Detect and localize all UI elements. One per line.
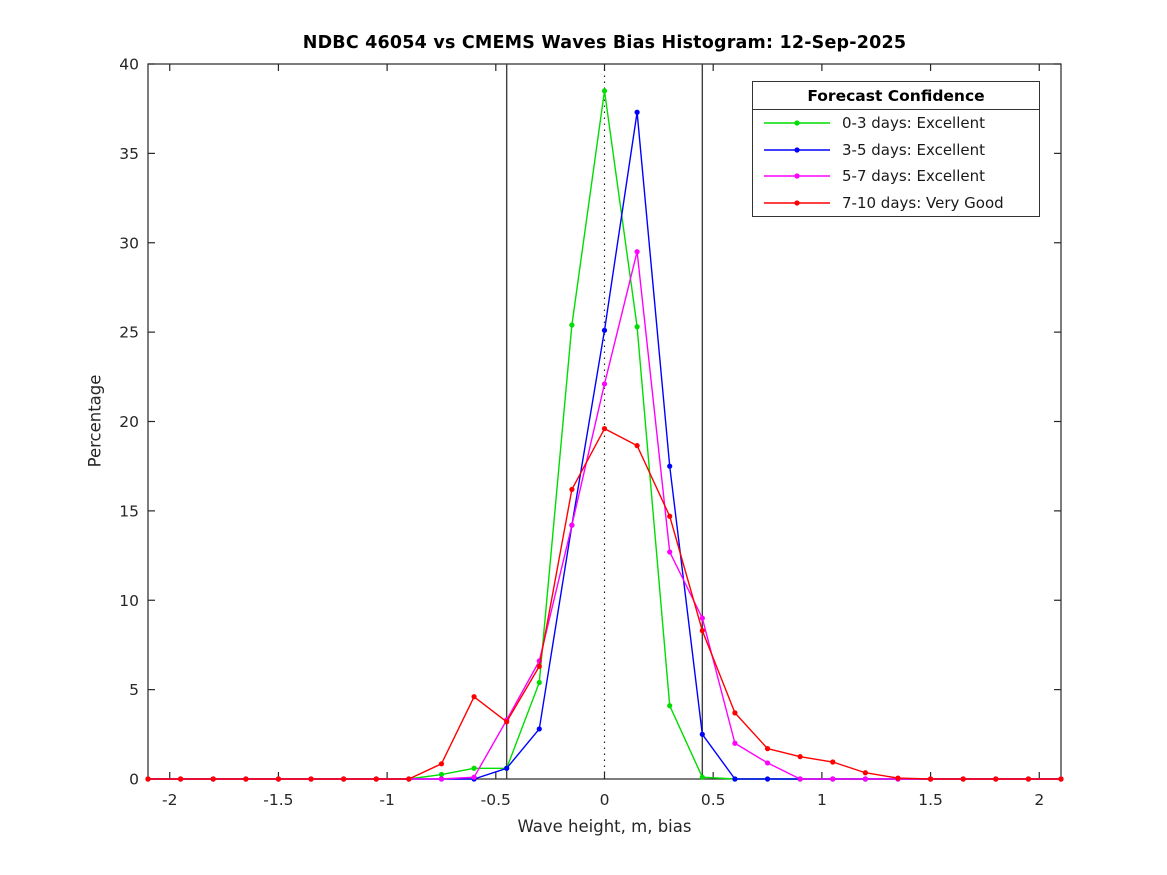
x-tick-label: 0 <box>600 791 610 809</box>
data-point-marker <box>504 719 510 725</box>
data-point-marker <box>667 513 673 519</box>
data-point-marker <box>634 109 640 115</box>
data-point-marker <box>471 765 477 771</box>
data-point-marker <box>601 381 608 387</box>
data-point-marker <box>634 324 640 330</box>
data-point-marker <box>471 774 477 780</box>
legend-item-label: 0-3 days: Excellent <box>842 114 986 133</box>
data-point-marker <box>145 776 151 782</box>
data-point-marker <box>830 776 836 782</box>
y-tick-label: 10 <box>119 592 139 610</box>
data-point-marker <box>1058 776 1064 782</box>
data-point-marker <box>438 771 445 778</box>
data-point-marker <box>569 486 575 493</box>
data-point-marker <box>862 770 868 776</box>
data-point-marker <box>667 703 673 709</box>
y-tick-label: 35 <box>119 145 139 163</box>
data-point-marker <box>210 776 216 782</box>
x-tick-label: -2 <box>162 791 177 809</box>
x-axis-label: Wave height, m, bias <box>517 817 692 836</box>
data-point-marker <box>764 746 771 752</box>
data-point-marker <box>667 463 673 469</box>
data-point-marker <box>895 775 901 781</box>
data-point-marker <box>569 322 575 328</box>
data-point-marker <box>797 754 803 760</box>
x-tick-label: -1 <box>379 791 394 809</box>
data-point-marker <box>341 776 347 782</box>
legend-item-label: 7-10 days: Very Good <box>842 193 1004 212</box>
data-point-marker <box>1025 776 1031 782</box>
data-point-marker <box>993 776 999 782</box>
legend-line-sample-icon <box>764 147 830 153</box>
data-point-marker <box>634 249 640 255</box>
y-tick-label: 15 <box>119 502 139 520</box>
data-point-marker <box>536 663 542 669</box>
data-point-marker <box>243 776 249 782</box>
data-point-marker <box>601 88 608 94</box>
data-point-marker <box>830 759 836 765</box>
data-point-marker <box>438 761 445 767</box>
legend-items: 0-3 days: Excellent 3-5 days: Excellent 5-… <box>753 110 1039 216</box>
y-axis-label: Percentage <box>85 374 105 468</box>
data-point-marker <box>732 776 738 782</box>
data-point-marker <box>634 443 640 449</box>
data-point-marker <box>536 726 542 732</box>
legend-item: 3-5 days: Excellent <box>753 137 1039 164</box>
data-point-marker <box>797 776 803 782</box>
data-point-marker <box>308 776 314 782</box>
y-tick-label: 25 <box>119 324 139 342</box>
legend-item: 5-7 days: Excellent <box>753 163 1039 190</box>
legend-item-label: 5-7 days: Excellent <box>842 167 986 186</box>
legend-line-sample-icon <box>764 200 830 206</box>
legend-title: Forecast Confidence <box>753 82 1039 110</box>
data-point-marker <box>471 694 477 700</box>
data-point-marker <box>178 776 184 782</box>
data-point-marker <box>960 776 966 782</box>
data-point-marker <box>601 426 608 432</box>
data-point-marker <box>699 615 705 621</box>
data-point-marker <box>601 327 608 333</box>
data-point-marker <box>764 776 771 782</box>
data-point-marker <box>699 774 705 780</box>
legend-item: 0-3 days: Excellent <box>753 110 1039 137</box>
legend-item: 7-10 days: Very Good <box>753 190 1039 217</box>
data-point-marker <box>927 776 934 782</box>
legend-line-sample-icon <box>764 173 830 179</box>
data-point-marker <box>764 760 771 766</box>
legend: Forecast Confidence 0-3 days: Excellent 3… <box>752 81 1040 217</box>
data-point-marker <box>732 710 738 716</box>
x-tick-label: 2 <box>1034 791 1044 809</box>
data-point-marker <box>862 776 868 782</box>
data-point-marker <box>275 776 282 782</box>
x-tick-label: 0.5 <box>701 791 726 809</box>
data-point-marker <box>667 549 673 555</box>
legend-item-label: 3-5 days: Excellent <box>842 140 986 159</box>
data-point-marker <box>536 679 542 686</box>
data-point-marker <box>406 776 412 782</box>
y-tick-label: 20 <box>119 413 139 431</box>
y-tick-label: 5 <box>129 681 139 699</box>
x-tick-label: 1.5 <box>918 791 943 809</box>
data-point-marker <box>732 740 738 746</box>
y-tick-label: 30 <box>119 234 139 252</box>
data-point-marker <box>699 731 705 737</box>
data-point-marker <box>699 628 705 634</box>
chart-title: NDBC 46054 vs CMEMS Waves Bias Histogram… <box>302 33 907 53</box>
x-tick-label: -0.5 <box>481 791 511 809</box>
y-tick-label: 0 <box>129 771 139 789</box>
x-tick-label: 1 <box>817 791 827 809</box>
x-tick-label: -1.5 <box>263 791 293 809</box>
data-point-marker <box>373 776 379 782</box>
y-tick-label: 40 <box>119 56 139 74</box>
data-point-marker <box>438 776 445 782</box>
data-point-marker <box>504 765 510 771</box>
data-point-marker <box>569 522 575 528</box>
legend-line-sample-icon <box>764 120 830 126</box>
